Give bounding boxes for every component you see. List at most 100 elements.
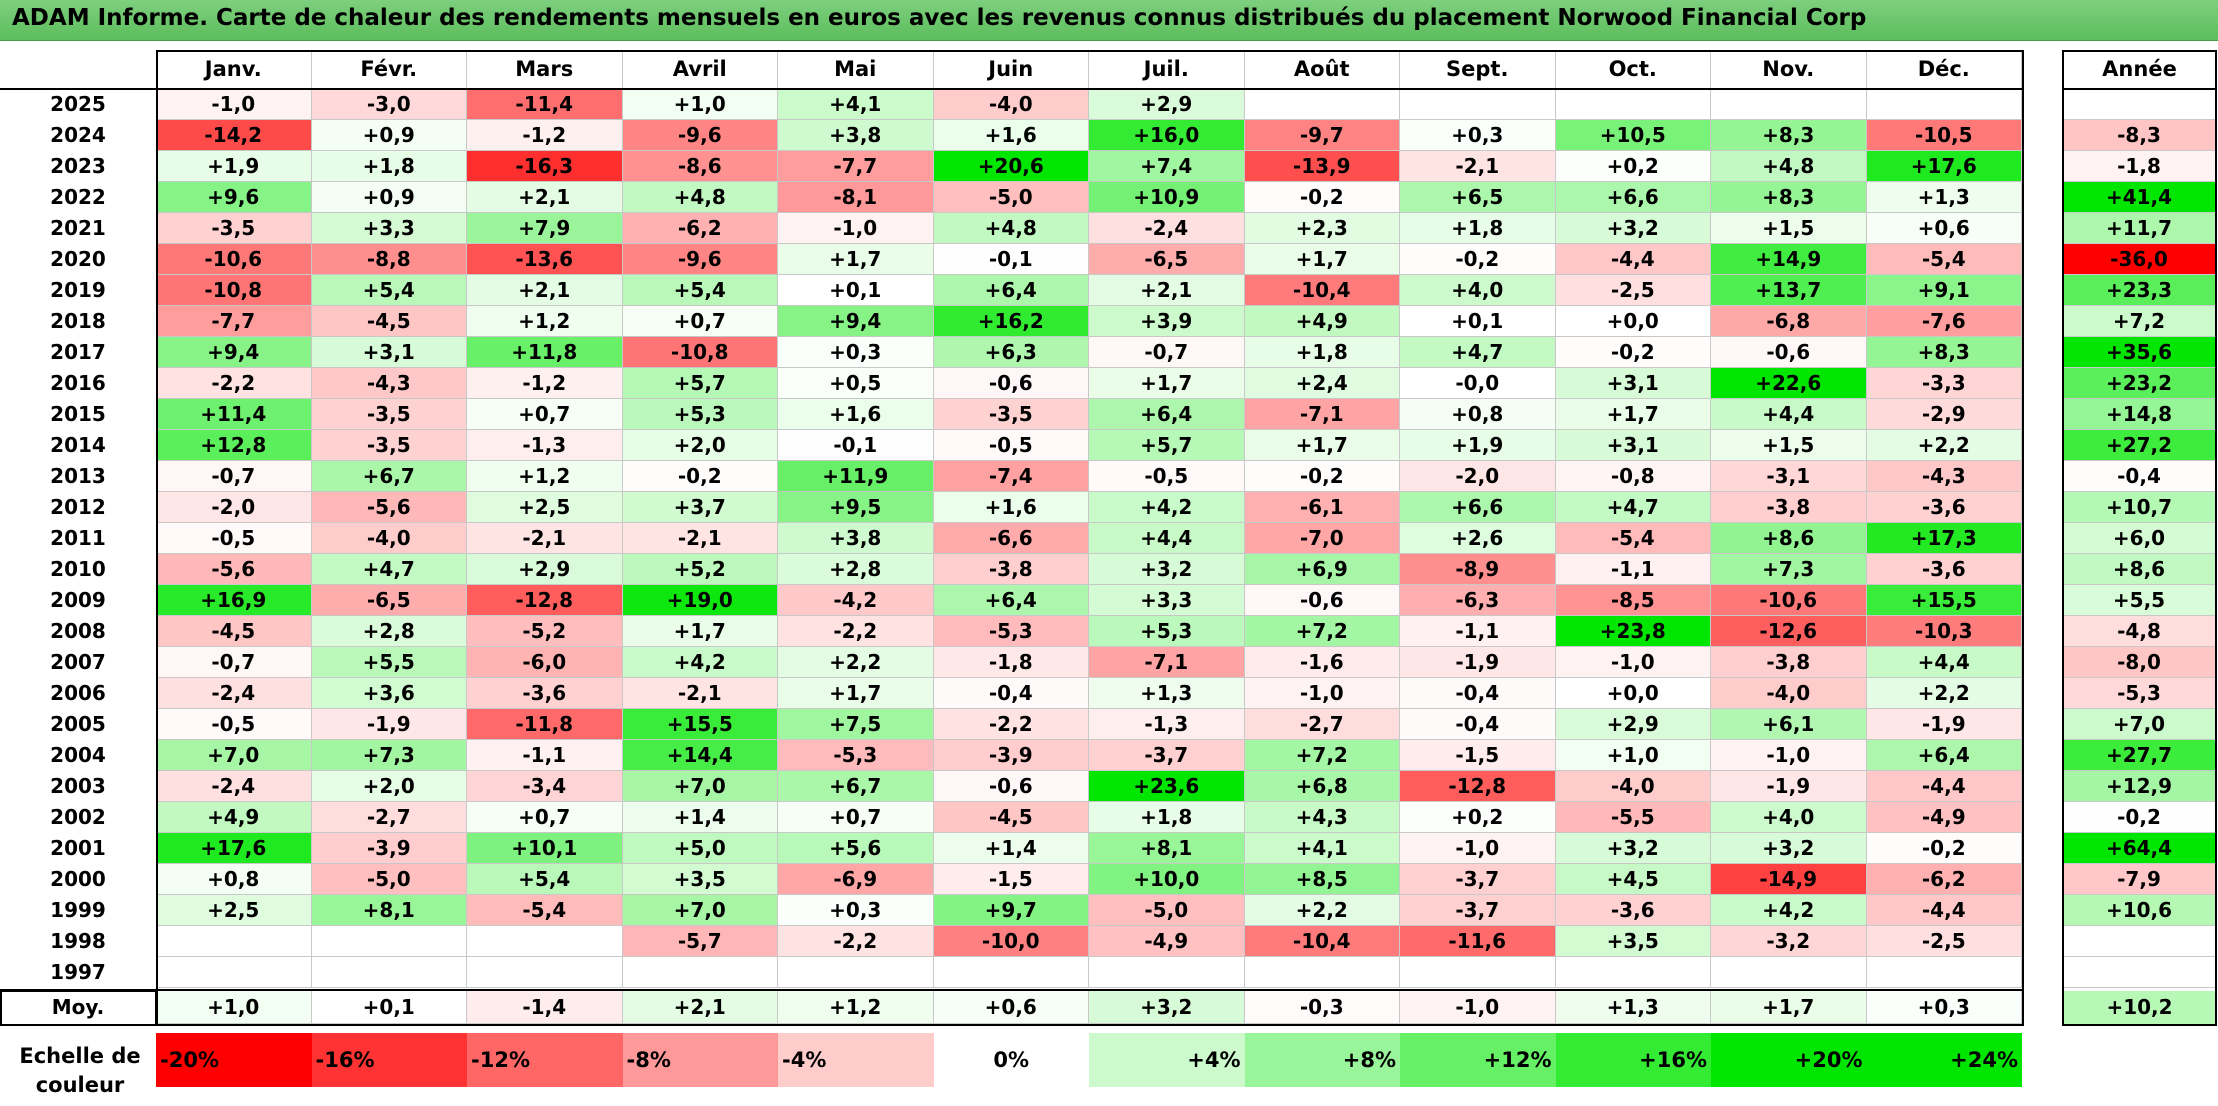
heatmap-cell: +4,9 (1244, 306, 1400, 337)
heatmap-cell: +5,7 (622, 368, 778, 399)
heatmap-cell: -7,1 (1244, 399, 1400, 430)
heatmap-cell: +0,6 (1866, 213, 2022, 244)
heatmap-cell (1400, 89, 1556, 120)
heatmap-cell: -1,3 (1089, 709, 1245, 740)
heatmap-cell (622, 957, 778, 988)
heatmap-cell: -2,4 (156, 678, 312, 709)
heatmap-cell: -0,4 (933, 678, 1089, 709)
heatmap-cell: -9,6 (622, 120, 778, 151)
heatmap-cell: -13,6 (467, 244, 623, 275)
heatmap-cell: -1,5 (1400, 740, 1556, 771)
heatmap-cell: -3,6 (1555, 895, 1711, 926)
heatmap-cell (311, 926, 467, 957)
heatmap-cell: -3,8 (1711, 492, 1867, 523)
heatmap-cell: -4,5 (933, 802, 1089, 833)
heatmap-cell: -3,5 (933, 399, 1089, 430)
annual-cell (2062, 89, 2217, 120)
heatmap-cell: +3,2 (1089, 554, 1245, 585)
heatmap-cell: +1,7 (1244, 244, 1400, 275)
heatmap-cell: +0,9 (311, 182, 467, 213)
heatmap-cell: +3,8 (778, 120, 934, 151)
heatmap-cell (778, 957, 934, 988)
heatmap-cell: +11,9 (778, 461, 934, 492)
color-scale-label: Echelle de couleur (19, 1044, 141, 1097)
heatmap-cell: -10,5 (1866, 120, 2022, 151)
heatmap-cell: +4,8 (1711, 151, 1867, 182)
heatmap-cell: -3,8 (933, 554, 1089, 585)
heatmap-cell: +2,2 (1866, 430, 2022, 461)
heatmap-cell: -2,1 (622, 523, 778, 554)
annual-cell (2062, 926, 2217, 957)
heatmap-cell: +1,5 (1711, 213, 1867, 244)
average-cell: +1,2 (778, 991, 934, 1024)
heatmap-cell: +5,5 (311, 647, 467, 678)
heatmap-cell: -13,9 (1244, 151, 1400, 182)
heatmap-cell: -1,6 (1244, 647, 1400, 678)
average-cell: +0,6 (933, 991, 1089, 1024)
heatmap-cell: -6,8 (1711, 306, 1867, 337)
heatmap-cell: +2,8 (778, 554, 934, 585)
heatmap-cell: -3,5 (311, 399, 467, 430)
annual-cell: -0,4 (2062, 461, 2217, 492)
heatmap-cell: +2,2 (1866, 678, 2022, 709)
month-header: Mai (778, 50, 934, 89)
color-scale-swatch: -16% (311, 1033, 467, 1087)
row-year-label: 2019 (0, 275, 156, 306)
average-row-label: Moy. (0, 991, 156, 1024)
heatmap-cell: +9,4 (156, 337, 312, 368)
heatmap-cell: +15,5 (1866, 585, 2022, 616)
heatmap-cell: +2,8 (311, 616, 467, 647)
average-cell: -0,3 (1244, 991, 1400, 1024)
year-header: Année (2062, 50, 2217, 89)
heatmap-cell: +4,4 (1866, 647, 2022, 678)
row-year-label: 2000 (0, 864, 156, 895)
heatmap-cell: +4,1 (1244, 833, 1400, 864)
heatmap-cell: +0,5 (778, 368, 934, 399)
annual-cell: +6,0 (2062, 523, 2217, 554)
heatmap-cell: -5,5 (1555, 802, 1711, 833)
heatmap-cell: +20,6 (933, 151, 1089, 182)
heatmap-cell: +6,7 (311, 461, 467, 492)
heatmap-cell: -4,3 (311, 368, 467, 399)
heatmap-cell: -2,1 (622, 678, 778, 709)
heatmap-cell: +8,1 (311, 895, 467, 926)
row-year-label: 2004 (0, 740, 156, 771)
heatmap-cell: +5,7 (1089, 430, 1245, 461)
heatmap-cell: -4,0 (1711, 678, 1867, 709)
heatmap-cell: -5,6 (156, 554, 312, 585)
heatmap-cell: -0,2 (622, 461, 778, 492)
heatmap-cell: +9,7 (933, 895, 1089, 926)
heatmap-cell: -2,5 (1555, 275, 1711, 306)
heatmap-cell (1555, 89, 1711, 120)
heatmap-cell: +2,0 (311, 771, 467, 802)
heatmap-cell: +19,0 (622, 585, 778, 616)
heatmap-cell: +3,3 (311, 213, 467, 244)
heatmap-cell (1089, 957, 1245, 988)
heatmap-cell: +11,8 (467, 337, 623, 368)
average-cell: +3,2 (1089, 991, 1245, 1024)
heatmap-cell: +10,9 (1089, 182, 1245, 213)
heatmap-cell: +1,0 (622, 89, 778, 120)
row-year-label: 2011 (0, 523, 156, 554)
heatmap-cell: -14,2 (156, 120, 312, 151)
annual-cell: +11,7 (2062, 213, 2217, 244)
heatmap-cell: +5,4 (311, 275, 467, 306)
average-cell: +0,3 (1866, 991, 2022, 1024)
row-year-label: 2025 (0, 89, 156, 120)
heatmap-cell: -1,1 (1555, 554, 1711, 585)
heatmap-cell: -4,2 (778, 585, 934, 616)
heatmap-cell: +3,6 (311, 678, 467, 709)
heatmap-cell: -2,5 (1866, 926, 2022, 957)
heatmap-cell: -1,9 (1866, 709, 2022, 740)
heatmap-cell: +7,0 (622, 895, 778, 926)
heatmap-cell: +7,0 (156, 740, 312, 771)
heatmap-cell: +0,1 (778, 275, 934, 306)
heatmap-cell: +2,9 (1089, 89, 1245, 120)
annual-cell: -1,8 (2062, 151, 2217, 182)
heatmap-cell: -10,4 (1244, 275, 1400, 306)
heatmap-cell: -3,7 (1400, 864, 1556, 895)
heatmap-cell (467, 957, 623, 988)
heatmap-cell: +0,2 (1555, 151, 1711, 182)
heatmap-cell: +17,6 (1866, 151, 2022, 182)
heatmap-cell: -4,9 (1866, 802, 2022, 833)
